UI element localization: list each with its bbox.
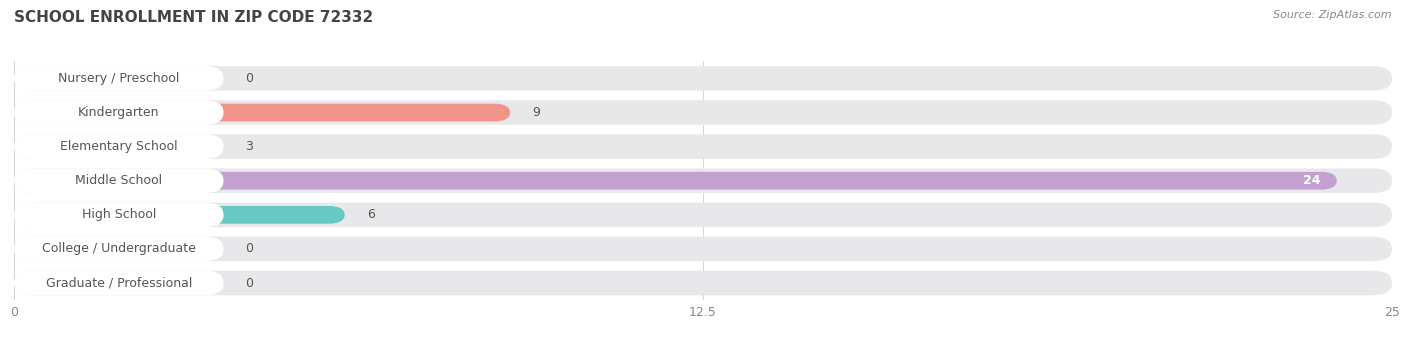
Text: Kindergarten: Kindergarten xyxy=(77,106,159,119)
FancyBboxPatch shape xyxy=(14,168,1392,193)
Text: 6: 6 xyxy=(367,208,374,221)
Text: Source: ZipAtlas.com: Source: ZipAtlas.com xyxy=(1274,10,1392,20)
Text: 0: 0 xyxy=(246,242,253,255)
Text: Graduate / Professional: Graduate / Professional xyxy=(45,277,193,290)
FancyBboxPatch shape xyxy=(14,134,1392,159)
FancyBboxPatch shape xyxy=(14,100,1392,125)
FancyBboxPatch shape xyxy=(14,138,180,155)
FancyBboxPatch shape xyxy=(14,274,48,292)
Text: 24: 24 xyxy=(1303,174,1320,187)
FancyBboxPatch shape xyxy=(14,100,224,125)
FancyBboxPatch shape xyxy=(14,203,1392,227)
Text: Middle School: Middle School xyxy=(75,174,162,187)
FancyBboxPatch shape xyxy=(14,237,224,261)
FancyBboxPatch shape xyxy=(14,203,224,227)
FancyBboxPatch shape xyxy=(14,206,344,224)
Text: College / Undergraduate: College / Undergraduate xyxy=(42,242,195,255)
FancyBboxPatch shape xyxy=(14,70,48,87)
FancyBboxPatch shape xyxy=(14,240,48,258)
FancyBboxPatch shape xyxy=(14,237,1392,261)
FancyBboxPatch shape xyxy=(14,104,510,121)
FancyBboxPatch shape xyxy=(14,271,224,295)
Text: High School: High School xyxy=(82,208,156,221)
Text: 0: 0 xyxy=(246,277,253,290)
Text: Nursery / Preschool: Nursery / Preschool xyxy=(58,72,180,85)
FancyBboxPatch shape xyxy=(14,66,224,91)
Text: 3: 3 xyxy=(246,140,253,153)
Text: SCHOOL ENROLLMENT IN ZIP CODE 72332: SCHOOL ENROLLMENT IN ZIP CODE 72332 xyxy=(14,10,374,25)
Text: Elementary School: Elementary School xyxy=(60,140,177,153)
FancyBboxPatch shape xyxy=(14,271,1392,295)
Text: 9: 9 xyxy=(531,106,540,119)
FancyBboxPatch shape xyxy=(14,66,1392,91)
FancyBboxPatch shape xyxy=(14,168,224,193)
FancyBboxPatch shape xyxy=(14,134,224,159)
Text: 0: 0 xyxy=(246,72,253,85)
FancyBboxPatch shape xyxy=(14,172,1337,190)
